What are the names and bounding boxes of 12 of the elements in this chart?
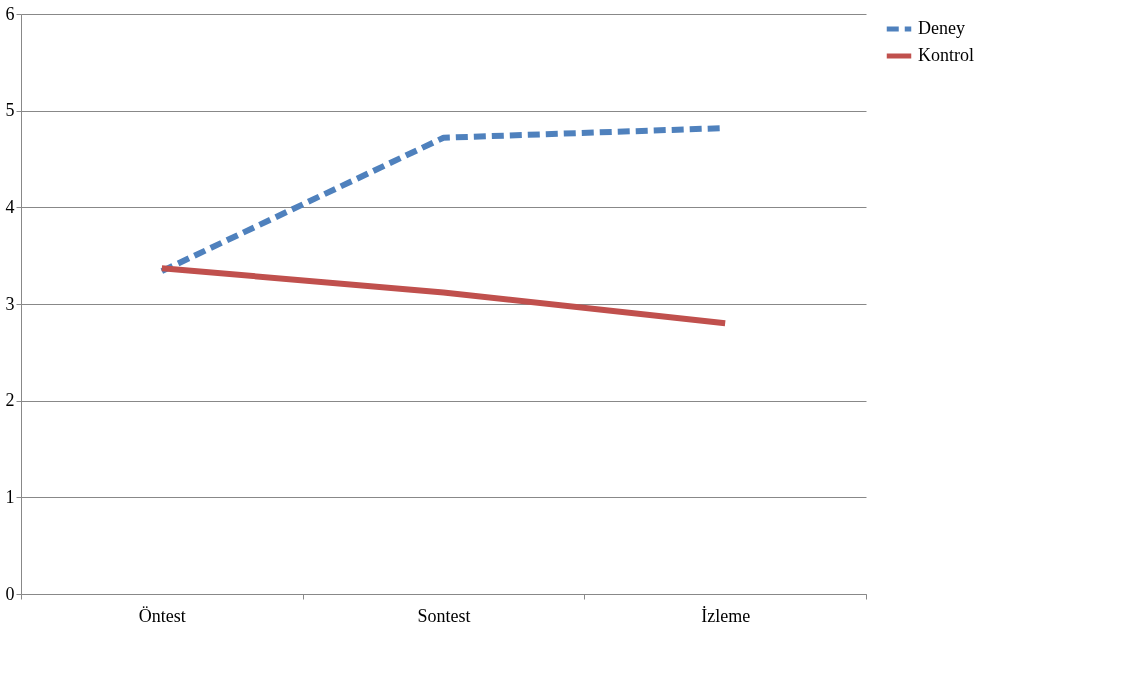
y-tick-label: 0 (5, 583, 15, 604)
legend-label: Kontrol (918, 45, 974, 65)
legend-label: Deney (918, 18, 965, 38)
y-tick-label: 1 (5, 486, 15, 507)
y-tick-label: 6 (5, 3, 15, 24)
y-tick-label: 3 (5, 293, 15, 314)
x-tick-label: Öntest (138, 605, 186, 626)
y-tick-label: 2 (5, 390, 15, 411)
x-tick-label: Sontest (417, 605, 471, 626)
y-tick-label: 4 (5, 196, 15, 217)
x-tick-label: İzleme (701, 605, 751, 626)
y-tick-label: 5 (5, 100, 15, 121)
